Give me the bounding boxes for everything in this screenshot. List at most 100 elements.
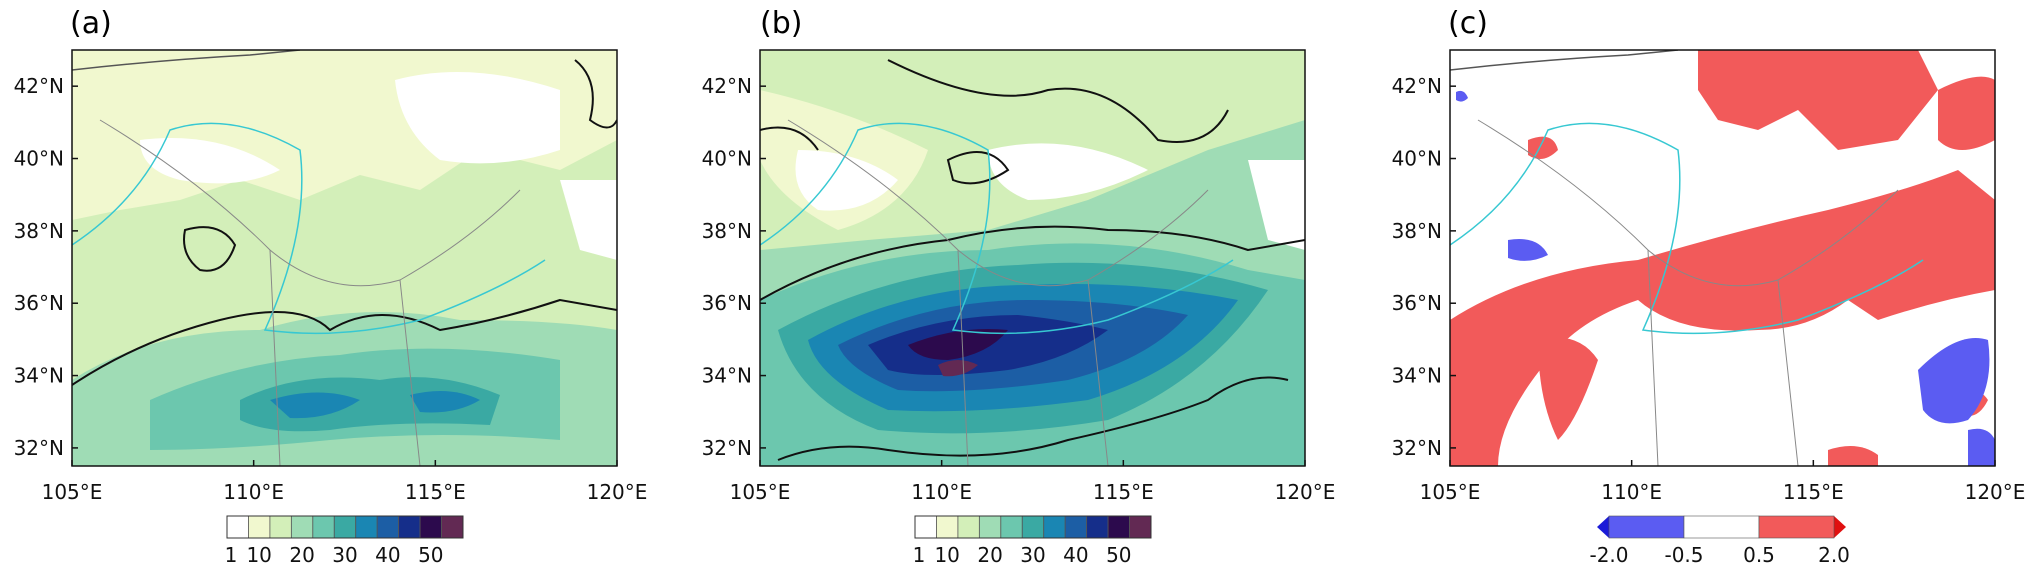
map-b: 105°E 110°E 115°E 120°E 32°N 34°N 36°N 38°N 40°N…	[702, 49, 1336, 567]
colorbar-label: -0.5	[1664, 543, 1703, 567]
x-tick-label: 110°E	[911, 480, 972, 504]
colorbar-label: 20	[977, 543, 1002, 567]
colorbar-swatch	[1000, 515, 1023, 539]
colorbar-extend-high	[1834, 516, 1846, 538]
colorbar: 1 10 20 30 40 50	[225, 515, 464, 567]
colorbar-label: 10	[934, 543, 959, 567]
y-tick-label: 38°N	[1392, 219, 1442, 243]
y-tick-label: 42°N	[14, 74, 64, 98]
colorbar-label: 1	[225, 543, 238, 567]
colorbar-swatch	[376, 515, 400, 539]
river-line	[760, 122, 1234, 335]
colorbar-label: 30	[1020, 543, 1045, 567]
boundary-line	[1647, 249, 1659, 466]
y-tick-label: 34°N	[14, 364, 64, 388]
y-tick-label: 42°N	[1392, 74, 1442, 98]
boundary-line	[1087, 279, 1109, 466]
colorbar-label: 50	[1106, 543, 1131, 567]
positive-area	[1528, 136, 1558, 159]
x-tick-label: 120°E	[1965, 480, 2026, 504]
colorbar-swatch	[441, 515, 464, 539]
colorbar: -2.0 -0.5 0.5 2.0	[1589, 515, 1850, 567]
boundary-line	[399, 279, 421, 466]
colorbar-swatch	[333, 515, 357, 539]
contour-line	[72, 298, 617, 386]
positive-area	[1828, 446, 1878, 466]
x-tick-label: 110°E	[1601, 480, 1662, 504]
contour-line	[946, 151, 1010, 185]
y-tick-label: 36°N	[1392, 291, 1442, 315]
colorbar-swatch	[914, 515, 937, 539]
colorbar-label: 0.5	[1743, 543, 1775, 567]
colorbar-swatch	[419, 515, 442, 539]
positive-area	[1450, 170, 1995, 466]
colorbar-swatch	[1107, 515, 1130, 539]
colorbar-label: 1	[913, 543, 926, 567]
field-blank-sea	[560, 180, 617, 260]
colorbar-label: -2.0	[1589, 543, 1628, 567]
coastline	[72, 50, 301, 71]
colorbar-swatch	[1683, 515, 1760, 539]
boundary-line	[1477, 119, 1899, 287]
colorbar-swatch	[936, 515, 959, 539]
colorbar-swatch	[290, 515, 314, 539]
colorbar-frame	[226, 515, 464, 539]
colorbar-label: 50	[418, 543, 443, 567]
x-tick-label: 110°E	[223, 480, 284, 504]
x-tick-label: 115°E	[1093, 480, 1154, 504]
field-blank-nw	[795, 150, 898, 211]
map-frame	[1449, 49, 1996, 467]
colorbar-label: 2.0	[1818, 543, 1850, 567]
boundary-line	[957, 249, 969, 466]
axis-ticks: 105°E 110°E 115°E 120°E 32°N 34°N 36°N 38°N 40°N…	[1392, 74, 2026, 504]
colorbar-swatch	[1064, 515, 1088, 539]
field-peak-1	[270, 392, 360, 419]
field-peak	[938, 360, 978, 377]
field-peak-2	[410, 391, 480, 413]
river-line	[72, 122, 546, 335]
boundary-line	[269, 249, 281, 466]
colorbar-label: 40	[1063, 543, 1088, 567]
negative-area	[1508, 239, 1548, 261]
contour-line	[183, 226, 237, 272]
coastline	[1450, 50, 1679, 71]
y-tick-label: 34°N	[1392, 364, 1442, 388]
negative-area	[1918, 338, 1990, 424]
y-tick-label: 40°N	[14, 147, 64, 171]
colorbar-swatch	[1758, 515, 1835, 539]
panel-title: (c)	[1448, 6, 1488, 41]
colorbar: 1 10 20 30 40 50	[913, 515, 1152, 567]
positive-area	[1938, 76, 1995, 150]
x-tick-label: 115°E	[1783, 480, 1844, 504]
field-blank-n	[988, 143, 1148, 200]
y-tick-label: 42°N	[702, 74, 752, 98]
contour-line	[777, 376, 1289, 461]
negative-area	[1456, 90, 1468, 102]
y-tick-label: 32°N	[702, 436, 752, 460]
field-blank-sea	[1248, 160, 1305, 250]
x-tick-label: 120°E	[1275, 480, 1336, 504]
boundary-line	[1777, 279, 1799, 466]
x-tick-label: 105°E	[730, 480, 791, 504]
axis-ticks: 105°E 110°E 115°E 120°E 32°N 34°N 36°N 38°N 40°N…	[14, 74, 648, 504]
field-blank-nw	[140, 138, 280, 184]
positive-area	[1538, 337, 1598, 440]
map-frame	[71, 49, 618, 467]
contour-line	[760, 225, 1305, 301]
colorbar-swatch	[1021, 515, 1045, 539]
colorbar-label: 30	[332, 543, 357, 567]
colorbar-swatch	[1086, 515, 1109, 539]
axis-ticks: 105°E 110°E 115°E 120°E 32°N 34°N 36°N 38°N 40°N…	[702, 74, 1336, 504]
colorbar-extend-low	[1597, 516, 1609, 538]
panel-a: (a)	[0, 0, 660, 568]
field-blank-ne	[395, 72, 560, 164]
y-tick-label: 32°N	[1392, 436, 1442, 460]
colorbar-label: 40	[375, 543, 400, 567]
colorbar-swatch	[1129, 515, 1152, 539]
river-line	[1450, 122, 1924, 335]
colorbar-swatch	[312, 515, 335, 539]
colorbar-swatch	[269, 515, 292, 539]
y-tick-label: 40°N	[1392, 147, 1442, 171]
contour-line	[574, 59, 617, 129]
colorbar-label: 20	[289, 543, 314, 567]
